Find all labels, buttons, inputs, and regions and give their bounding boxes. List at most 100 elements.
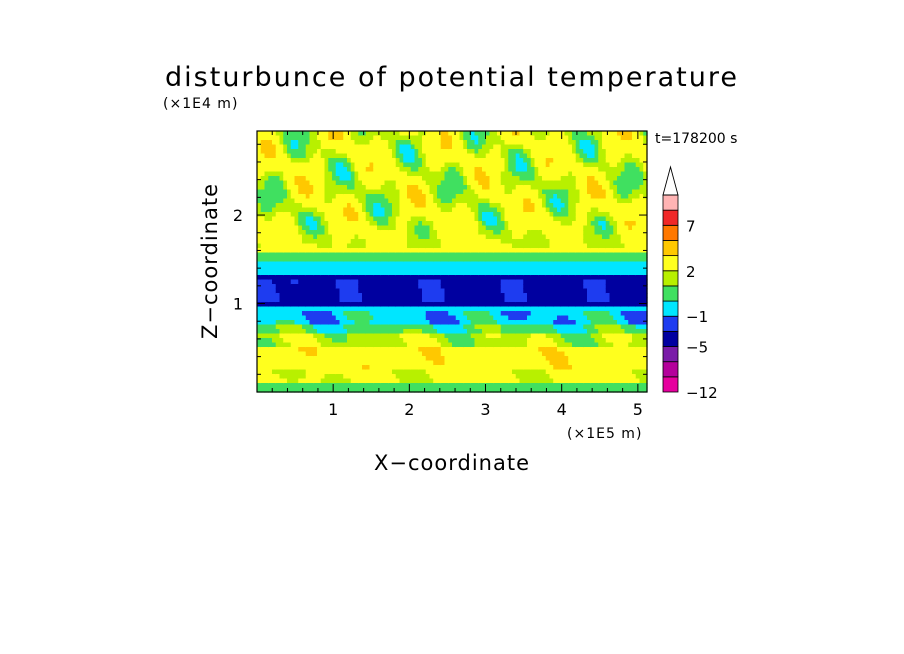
contour-cell	[399, 149, 404, 155]
contour-cell	[557, 131, 562, 137]
contour-cell	[272, 324, 277, 330]
contour-cell	[568, 221, 573, 227]
contour-cell	[500, 342, 506, 348]
contour-cell	[407, 275, 412, 281]
contour-cell	[410, 212, 416, 218]
contour-cell	[568, 153, 573, 159]
contour-cell	[452, 207, 457, 213]
contour-cell	[365, 140, 371, 146]
contour-cell	[298, 306, 303, 312]
contour-cell	[399, 329, 404, 335]
contour-cell	[377, 360, 382, 366]
contour-cell	[354, 374, 359, 380]
contour-cell	[328, 144, 333, 150]
contour-cell	[485, 216, 491, 222]
contour-cell	[485, 311, 491, 317]
contour-cell	[545, 216, 551, 222]
contour-cell	[568, 347, 573, 353]
contour-cell	[305, 167, 311, 173]
contour-cell	[523, 140, 528, 146]
contour-cell	[388, 338, 393, 344]
contour-cell	[560, 185, 566, 191]
contour-cell	[332, 369, 337, 375]
contour-cell	[542, 347, 547, 353]
contour-cell	[317, 284, 322, 290]
contour-cell	[414, 311, 419, 317]
contour-cell	[422, 333, 427, 339]
contour-cell	[294, 212, 299, 218]
contour-cell	[557, 216, 562, 222]
contour-cell	[384, 329, 389, 335]
contour-cell	[433, 387, 438, 393]
contour-cell	[358, 248, 363, 254]
contour-cell	[515, 333, 521, 339]
contour-cell	[313, 378, 318, 384]
contour-cell	[474, 189, 479, 195]
contour-cell	[452, 225, 457, 231]
contour-cell	[560, 239, 566, 245]
contour-cell	[294, 185, 299, 191]
contour-cell	[527, 216, 532, 222]
contour-cell	[448, 311, 453, 317]
contour-cell	[452, 135, 457, 141]
contour-cell	[399, 230, 404, 236]
contour-cell	[369, 153, 374, 159]
contour-cell	[403, 342, 408, 348]
contour-cell	[515, 207, 521, 213]
contour-cell	[545, 333, 551, 339]
contour-cell	[452, 369, 457, 375]
contour-cell	[489, 270, 494, 276]
contour-cell	[257, 176, 262, 182]
contour-cell	[534, 383, 539, 389]
contour-cell	[512, 360, 517, 366]
contour-cell	[305, 135, 311, 141]
contour-cell	[497, 257, 502, 263]
contour-cell	[410, 333, 416, 339]
contour-cell	[354, 311, 359, 317]
contour-cell	[339, 158, 344, 164]
contour-cell	[377, 230, 382, 236]
contour-cell	[512, 329, 517, 335]
contour-cell	[455, 140, 461, 146]
contour-cell	[478, 302, 483, 308]
contour-cell	[283, 149, 288, 155]
contour-cell	[452, 338, 457, 344]
contour-cell	[545, 221, 551, 227]
contour-cell	[515, 329, 521, 335]
contour-cell	[545, 279, 551, 285]
contour-cell	[309, 302, 314, 308]
contour-cell	[564, 203, 569, 209]
contour-cell	[429, 266, 434, 272]
contour-cell	[455, 284, 461, 290]
contour-cell	[290, 216, 296, 222]
contour-cell	[512, 149, 517, 155]
contour-cell	[508, 153, 513, 159]
contour-cell	[373, 369, 378, 375]
contour-cell	[268, 266, 273, 272]
contour-cell	[564, 320, 569, 326]
contour-cell	[448, 324, 453, 330]
contour-cell	[343, 302, 348, 308]
contour-cell	[407, 189, 412, 195]
contour-cell	[553, 140, 558, 146]
contour-cell	[369, 365, 374, 371]
contour-cell	[485, 234, 491, 240]
contour-cell	[339, 347, 344, 353]
contour-cell	[557, 315, 562, 321]
contour-cell	[478, 275, 483, 281]
contour-cell	[534, 306, 539, 312]
contour-cell	[272, 378, 277, 384]
contour-cell	[395, 212, 401, 218]
contour-cell	[403, 365, 408, 371]
contour-cell	[504, 243, 509, 249]
contour-cell	[500, 347, 506, 353]
contour-cell	[264, 320, 269, 326]
contour-cell	[497, 185, 502, 191]
contour-cell	[257, 243, 262, 249]
contour-cell	[452, 342, 457, 348]
contour-cell	[403, 207, 408, 213]
contour-cell	[302, 248, 307, 254]
contour-cell	[542, 153, 547, 159]
contour-cell	[463, 167, 468, 173]
contour-cell	[478, 266, 483, 272]
